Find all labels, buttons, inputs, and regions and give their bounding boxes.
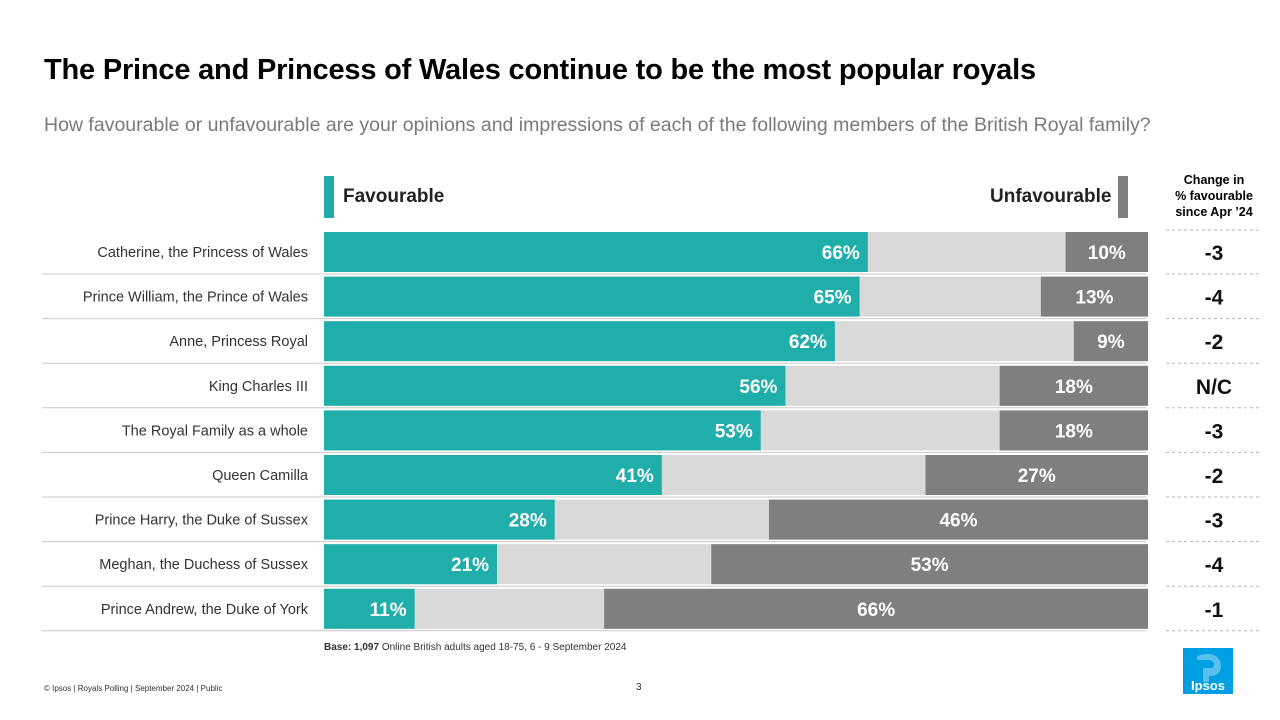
data-label-unfavourable-2: 9% [1097,332,1125,353]
page-subtitle: How favourable or unfavourable are your … [44,114,1151,136]
data-label-unfavourable-3: 18% [1055,377,1093,398]
change-value-0: -3 [1205,242,1224,265]
ipsos-logo-text: Ipsos [1191,678,1225,693]
change-value-2: -2 [1205,331,1224,354]
data-label-unfavourable-1: 13% [1075,288,1113,309]
change-header-line-1: Change in [1183,173,1245,187]
change-value-7: -4 [1205,554,1224,577]
data-label-favourable-7: 21% [451,555,489,576]
data-label-favourable-3: 56% [739,377,777,398]
data-label-favourable-1: 65% [814,288,852,309]
base-text: Online British adults aged 18-75, 6 - 9 … [381,642,627,653]
bar-favourable-6 [324,499,555,540]
legend-unfavourable: Unfavourable [990,176,1129,218]
bar-unfavourable-0 [1065,232,1148,272]
bar-unfavourable-6 [768,499,1148,540]
bar-favourable-1 [324,276,860,317]
category-label-7: Meghan, the Duchess of Sussex [99,557,309,573]
category-label-6: Prince Harry, the Duke of Sussex [95,513,309,529]
change-value-4: -3 [1205,420,1224,443]
bar-unfavourable-3 [999,365,1148,406]
category-label-1: Prince William, the Prince of Wales [83,290,308,306]
category-label-0: Catherine, the Princess of Wales [97,245,308,261]
bar-favourable-4 [324,410,761,451]
stacked-bar-chart: 66% 10% Catherine, the Princess of Wales -3… [42,229,1262,632]
bar-unfavourable-2 [1073,321,1148,362]
bar-favourable-5 [324,455,662,495]
change-value-1: -4 [1205,287,1224,310]
data-label-favourable-8: 11% [370,600,407,621]
base-n: 1,097 [354,642,380,653]
category-label-4: The Royal Family as a whole [122,423,308,439]
change-header-line-2: % favourable [1175,189,1253,203]
legend-favourable-swatch [324,176,334,218]
bar-unfavourable-4 [999,410,1148,451]
base-label: Base: [324,642,352,653]
data-label-unfavourable-0: 10% [1088,243,1126,264]
ipsos-logo: Ipsos [1183,648,1233,694]
ipsos-logo-shape [1197,654,1221,682]
data-label-unfavourable-7: 53% [911,555,949,576]
bar-favourable-3 [324,365,786,406]
legend-favourable-label: Favourable [343,186,445,207]
category-label-3: King Charles III [209,379,308,395]
category-label-5: Queen Camilla [212,468,309,484]
legend-unfavourable-label: Unfavourable [990,186,1112,207]
change-header: Change in % favourable since Apr ’24 [1166,172,1262,220]
change-value-3: N/C [1196,376,1232,399]
bar-unfavourable-5 [925,455,1148,495]
data-label-favourable-5: 41% [616,466,654,487]
data-label-unfavourable-6: 46% [939,511,977,532]
data-label-favourable-0: 66% [822,243,860,264]
data-label-unfavourable-8: 66% [857,600,895,621]
bar-unfavourable-7 [711,544,1148,585]
page-title: The Prince and Princess of Wales continu… [44,54,1036,86]
bar-unfavourable-1 [1040,276,1148,317]
bar-favourable-7 [324,544,498,585]
change-value-6: -3 [1205,510,1224,533]
data-label-favourable-4: 53% [715,421,753,442]
footer-text: © Ipsos | Royals Polling | September 202… [44,684,223,693]
ipsos-logo-background [1183,648,1233,694]
legend-favourable: Favourable [324,176,444,218]
bar-favourable-2 [324,321,835,362]
data-label-favourable-2: 62% [789,332,827,353]
data-label-favourable-6: 28% [509,511,547,532]
change-value-5: -2 [1205,465,1224,488]
page-number: 3 [636,682,642,693]
change-value-8: -1 [1205,599,1224,622]
category-label-2: Anne, Princess Royal [169,334,308,350]
bar-favourable-0 [324,232,868,272]
category-label-8: Prince Andrew, the Duke of York [101,602,309,618]
data-label-unfavourable-5: 27% [1018,466,1056,487]
legend-unfavourable-swatch [1118,176,1129,218]
base-note: Base: 1,097 Online British adults aged 1… [324,642,626,653]
bar-favourable-8 [324,588,415,629]
data-label-unfavourable-4: 18% [1055,421,1093,442]
change-header-line-3: since Apr ’24 [1175,205,1253,219]
bar-unfavourable-8 [604,588,1148,629]
